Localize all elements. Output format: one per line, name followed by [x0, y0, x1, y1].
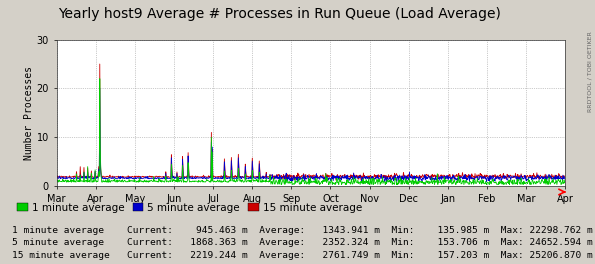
Text: RRDTOOL / TOBI OETIKER: RRDTOOL / TOBI OETIKER — [587, 31, 592, 112]
Text: 1 minute average    Current:    945.463 m  Average:   1343.941 m  Min:    135.98: 1 minute average Current: 945.463 m Aver… — [12, 226, 593, 235]
Text: Yearly host9 Average # Processes in Run Queue (Load Average): Yearly host9 Average # Processes in Run … — [58, 7, 501, 21]
Text: 15 minute average   Current:   2219.244 m  Average:   2761.749 m  Min:    157.20: 15 minute average Current: 2219.244 m Av… — [12, 251, 593, 260]
Legend: 1 minute average, 5 minute average, 15 minute average: 1 minute average, 5 minute average, 15 m… — [17, 202, 362, 213]
Y-axis label: Number Processes: Number Processes — [24, 66, 34, 160]
Text: 5 minute average    Current:   1868.363 m  Average:   2352.324 m  Min:    153.70: 5 minute average Current: 1868.363 m Ave… — [12, 238, 593, 247]
